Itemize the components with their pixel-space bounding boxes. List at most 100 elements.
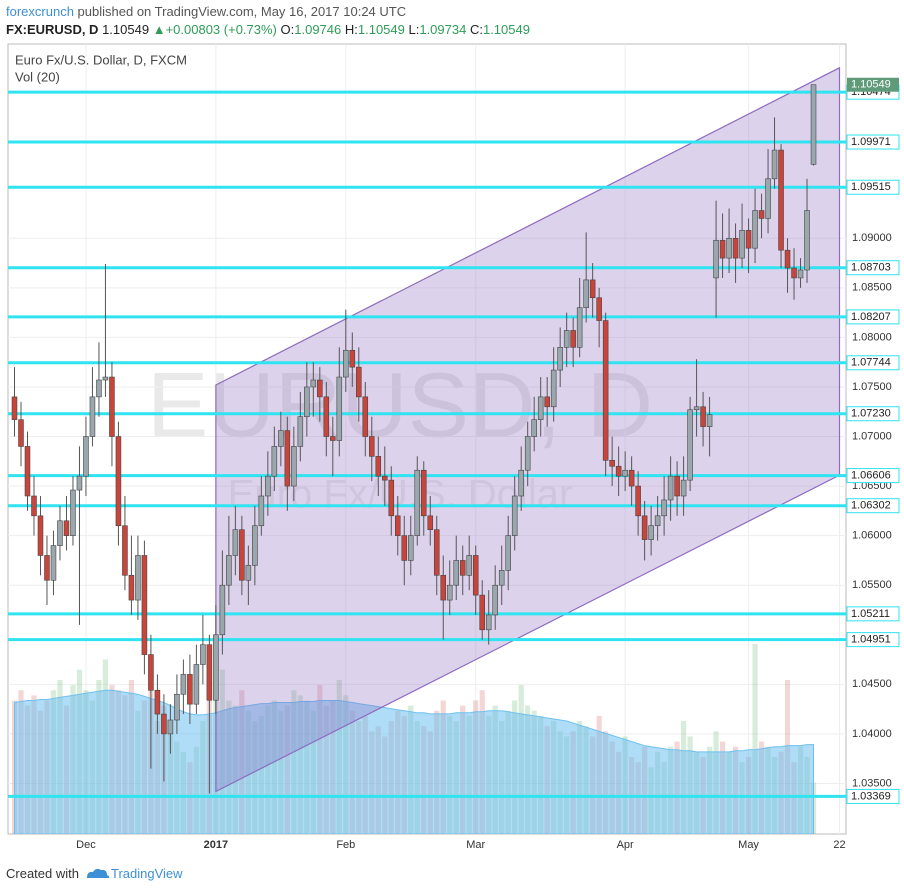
candle-body [356, 366, 362, 398]
candle-body [180, 674, 187, 695]
level-label: 1.05211 [851, 608, 890, 620]
level-label: 1.07744 [851, 357, 891, 369]
candle-body [791, 267, 797, 279]
candle-body [784, 249, 791, 269]
level-label: 1.08207 [851, 311, 891, 323]
candle-body [466, 555, 472, 576]
candle-body [37, 515, 44, 556]
candle-body [24, 446, 31, 497]
level-label: 1.03369 [851, 790, 891, 802]
y-tick-label: 1.07000 [852, 430, 892, 442]
candle-body [524, 436, 531, 471]
candle-body [615, 465, 622, 477]
candle-body [479, 594, 485, 631]
candle-body [459, 560, 466, 576]
candle-body [687, 409, 693, 481]
candle-body [193, 664, 200, 705]
level-label-box [846, 606, 900, 622]
author[interactable]: forexcrunch [6, 4, 74, 19]
candle-body [602, 320, 609, 461]
h: 1.10549 [357, 22, 405, 37]
x-tick-label: May [738, 839, 759, 851]
level-label-box [846, 632, 900, 648]
candle-body [245, 565, 252, 581]
candle-body [680, 479, 687, 497]
x-tick-label: Dec [76, 839, 96, 851]
candle-body [278, 430, 284, 447]
candle-body [44, 555, 50, 581]
candle-body [388, 479, 395, 517]
level-label-box [846, 468, 900, 484]
level-label-box [846, 260, 900, 276]
candle-body [330, 436, 336, 441]
level-label-box [846, 309, 900, 325]
candle-body [609, 460, 615, 467]
candle-body [284, 430, 291, 487]
level-label-box [846, 406, 900, 422]
candle-body [174, 693, 180, 721]
candle-body [265, 475, 271, 497]
candle-body [96, 379, 102, 398]
candle-body [810, 84, 817, 165]
candle-body [596, 297, 602, 321]
y-tick-label: 1.08500 [852, 282, 892, 294]
volume-title: Vol (20) [15, 69, 60, 84]
brand[interactable]: TradingView [110, 866, 183, 881]
candle-body [674, 475, 680, 497]
candle-body [713, 239, 719, 279]
candle-body [369, 436, 375, 457]
x-tick-label: 2017 [204, 839, 228, 851]
candle-body [693, 406, 700, 411]
candle-body [18, 419, 24, 447]
candle-body [407, 535, 414, 561]
x-tick-label: Mar [466, 839, 485, 851]
last-price-box [847, 77, 899, 92]
level-label: 1.06302 [851, 500, 891, 512]
candle-body [420, 469, 427, 517]
candle-body [498, 570, 505, 586]
candle-body [70, 489, 76, 536]
candle-body [628, 469, 635, 487]
candle-body [583, 279, 589, 308]
candle-body [122, 525, 128, 576]
candle-body [446, 584, 453, 601]
candle-body [700, 406, 706, 427]
candle-body [518, 469, 524, 497]
candle-body [563, 330, 570, 348]
candle-body [661, 499, 667, 517]
candle-body [252, 525, 258, 566]
candle-body [492, 584, 498, 616]
y-tick-label: 1.08000 [852, 331, 892, 343]
candle-body [83, 436, 89, 477]
candle-body [297, 416, 304, 447]
candle-body [804, 210, 810, 271]
footer: Created with TradingView [6, 864, 183, 881]
level-label-box [846, 355, 900, 371]
candle-body [375, 456, 382, 477]
candle-body [291, 446, 297, 487]
x-tick-label: Apr [617, 839, 634, 851]
candle-body [232, 529, 239, 556]
candle-body [154, 689, 161, 715]
candle-body [317, 379, 323, 398]
candle-body [128, 574, 135, 601]
candle-body [63, 520, 70, 536]
c-key: C: [469, 22, 483, 37]
candle-body [739, 230, 745, 259]
candle-body [511, 495, 518, 536]
candle-body [531, 419, 537, 437]
header: forexcrunch published on TradingView.com… [6, 3, 530, 39]
level-label-box [846, 134, 900, 150]
candle-body [226, 555, 232, 586]
candle-body [336, 376, 343, 441]
candle-body [304, 386, 310, 417]
level-label-box [846, 498, 900, 514]
candle-body [362, 396, 369, 437]
level-label-box [846, 788, 900, 804]
change: +0.00803 (+0.73%) [165, 22, 277, 37]
watermark: EURUSD, D [147, 354, 653, 456]
y-tick-label: 1.04500 [852, 678, 892, 690]
candle-body [310, 379, 317, 388]
candle-body [115, 436, 122, 527]
